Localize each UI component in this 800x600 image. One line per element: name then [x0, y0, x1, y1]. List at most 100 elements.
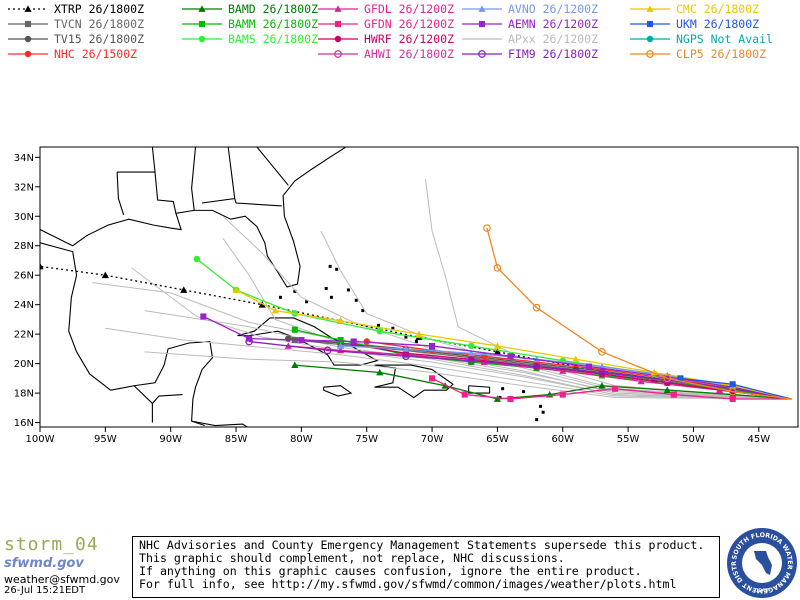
legend-swatch-icon [318, 35, 358, 43]
legend-label: UKM 26/1800Z [676, 17, 760, 31]
legend-label: AEMN 26/1200Z [508, 17, 599, 31]
map-axes: 16N 18N 20N 22N 24N 26N 28N 30N 32N 34N 100W 95W 90W… [14, 146, 799, 445]
apxx-track-line [320, 230, 792, 400]
track-point [285, 335, 292, 342]
legend-entry: AVNO 26/1200Z [460, 2, 598, 16]
track-point [336, 317, 345, 324]
track-line [203, 315, 792, 400]
track-point [598, 368, 606, 377]
issue-date: 26-Jul 15:21EDT [4, 585, 86, 596]
legend-label: TVCN 26/1800Z [54, 17, 145, 31]
legend-label: GFDN 26/1200Z [364, 17, 455, 31]
track-point [467, 356, 476, 365]
legend-label: XTRP 26/1800Z [54, 2, 145, 16]
track-point [291, 361, 299, 368]
legend-entry: NGPS Not Avail [628, 32, 773, 46]
apxx-track-line [425, 179, 792, 400]
contact-email: weather@sfwmd.gov [4, 573, 120, 586]
legend-label: FIM9 26/1800Z [508, 47, 599, 61]
legend-swatch-icon [630, 50, 670, 58]
track-point [670, 391, 677, 398]
legend-label: AVNO 26/1200Z [508, 2, 599, 16]
track-point [598, 348, 606, 356]
track-point [493, 342, 502, 349]
legend-swatch-icon [8, 20, 48, 28]
storm-id: storm_04 [4, 534, 99, 555]
lon-tick-label: 75W [355, 434, 378, 445]
legend-label: CMC 26/1800Z [676, 2, 760, 16]
lat-tick-label: 22N [14, 330, 34, 341]
legend-marker-icon [646, 35, 654, 43]
track-line [486, 227, 792, 400]
disclaimer-line: NHC Advisories and County Emergency Mana… [139, 538, 705, 552]
track-point [729, 395, 736, 403]
legend-label: GFDL 26/1200Z [364, 2, 455, 16]
legend-swatch-icon [8, 50, 48, 58]
lon-tick-label: 90W [159, 434, 182, 445]
legend-marker-icon [24, 20, 32, 28]
legend-swatch-icon [630, 5, 670, 12]
legend-entry: APxx 26/1200Z [460, 32, 598, 46]
legend-entry: BAMM 26/1800Z [180, 17, 318, 31]
track-point [598, 382, 606, 389]
disclaimer-line[interactable]: For full info, see http://my.sfwmd.gov/s… [139, 577, 677, 591]
lat-tick-label: 16N [14, 418, 34, 429]
track-point [637, 377, 645, 385]
lon-tick-label: 70W [421, 434, 444, 445]
legend-label: BAMS 26/1800Z [228, 32, 319, 46]
coastline-layer [40, 147, 545, 427]
track-point [101, 271, 109, 279]
disclaimer-box: NHC Advisories and County Emergency Mana… [132, 536, 720, 598]
lon-tick-label: 95W [94, 434, 117, 445]
seal-year: 1949 [756, 588, 769, 594]
legend-swatch-icon [462, 20, 502, 28]
model-track [245, 337, 792, 400]
lon-tick-label: 60W [551, 434, 574, 445]
legend-entry: GFDL 26/1200Z [316, 2, 454, 16]
apxx-track-line [131, 267, 792, 400]
legend-label: BAMD 26/1800Z [228, 2, 319, 16]
model-track [677, 375, 792, 400]
lon-tick-label: 65W [486, 434, 509, 445]
apxx-track-line [144, 351, 792, 400]
legend-marker-icon [24, 35, 32, 43]
legend-entry: BAMS 26/1800Z [180, 32, 318, 46]
legend-label: BAMM 26/1800Z [228, 17, 319, 31]
track-line [353, 343, 792, 400]
model-tracks [40, 179, 792, 403]
legend-marker-icon [334, 5, 342, 12]
legend-marker-icon [478, 5, 486, 12]
track-point [729, 381, 736, 388]
track-point [415, 330, 423, 338]
track-point [200, 313, 207, 320]
legend-swatch-icon [630, 35, 670, 43]
legend-swatch-icon [630, 20, 670, 28]
lon-tick-label: 80W [290, 434, 313, 445]
legend-entry: AEMN 26/1200Z [460, 17, 598, 31]
track-point [493, 348, 502, 355]
legend-swatch-icon [182, 20, 222, 28]
track-point [245, 337, 253, 346]
legend-marker-icon [646, 20, 654, 28]
legend-swatch-icon [182, 35, 222, 43]
legend-label: TV15 26/1800Z [54, 32, 145, 46]
track-point [350, 338, 357, 345]
legend-entry: CMC 26/1800Z [628, 2, 759, 16]
track-point [323, 346, 332, 355]
legend-entry: CLP5 26/1800Z [628, 47, 766, 61]
track-point [483, 224, 491, 232]
lat-tick-label: 18N [14, 389, 34, 400]
track-point [402, 352, 410, 361]
legend-entry: FIM9 26/1800Z [460, 47, 598, 61]
legend-marker-icon [24, 50, 32, 58]
track-point [193, 255, 201, 263]
disclaimer-line: This graphic should complement, not repl… [139, 551, 565, 565]
legend-swatch-icon [8, 35, 48, 43]
legend-entry: UKM 26/1800Z [628, 17, 759, 31]
track-point [572, 355, 580, 363]
lon-tick-label: 50W [682, 434, 705, 445]
track-point [298, 336, 305, 344]
legend-marker-icon [646, 5, 654, 12]
lon-tick-label: 100W [26, 434, 55, 445]
legend-entry: BAMD 26/1800Z [180, 2, 318, 16]
